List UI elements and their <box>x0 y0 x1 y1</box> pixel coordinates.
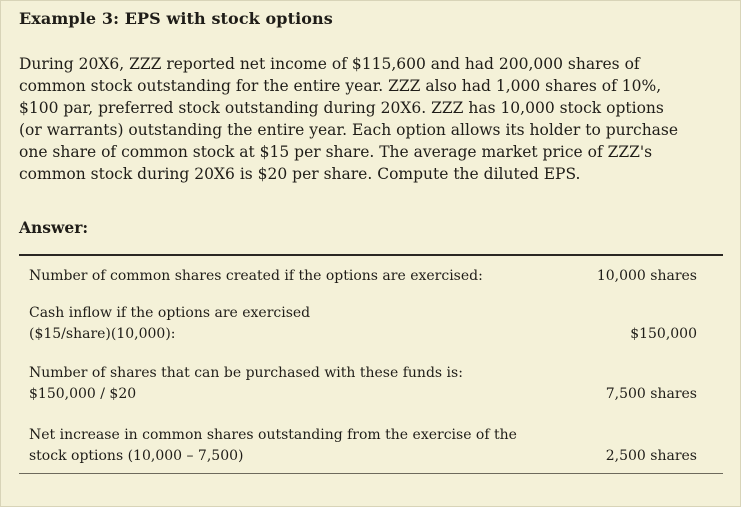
row-description-line: stock options (10,000 – 7,500) <box>29 448 244 464</box>
table-top-rule <box>19 254 723 256</box>
row-description-line: Number of shares that can be purchased w… <box>29 365 463 381</box>
row-value: 2,500 shares <box>605 448 697 464</box>
answer-row-net-increase: Net increase in common shares outstandin… <box>29 425 697 467</box>
answer-row-cash-inflow: Cash inflow if the options are exercised… <box>29 303 697 345</box>
problem-statement: During 20X6, ZZZ reported net income of … <box>19 53 727 185</box>
problem-line: During 20X6, ZZZ reported net income of … <box>19 55 640 73</box>
row-description-line: ($15/share)(10,000): <box>29 326 176 342</box>
problem-line: one share of common stock at $15 per sha… <box>19 143 653 161</box>
example-title: Example 3: EPS with stock options <box>19 9 333 28</box>
row-description-line: Cash inflow if the options are exercised <box>29 305 311 321</box>
row-description: Net increase in common shares outstandin… <box>29 425 697 467</box>
answer-heading: Answer: <box>19 218 89 237</box>
problem-line: common stock during 20X6 is $20 per shar… <box>19 165 581 183</box>
row-description-line: Net increase in common shares outstandin… <box>29 427 517 443</box>
problem-line: $100 par, preferred stock outstanding du… <box>19 99 664 117</box>
problem-line: (or warrants) outstanding the entire yea… <box>19 121 679 139</box>
row-description: Number of shares that can be purchased w… <box>29 363 697 405</box>
answer-row-shares-purchased: Number of shares that can be purchased w… <box>29 363 697 405</box>
row-description-line: Number of common shares created if the o… <box>29 268 483 284</box>
answer-row-shares-created: Number of common shares created if the o… <box>29 266 697 287</box>
row-description: Cash inflow if the options are exercised… <box>29 303 697 345</box>
row-value: 7,500 shares <box>605 386 697 402</box>
row-description-line: $150,000 / $20 <box>29 386 137 402</box>
row-value: $150,000 <box>630 326 697 342</box>
table-bottom-rule <box>19 473 723 474</box>
row-description: Number of common shares created if the o… <box>29 266 697 287</box>
problem-line: common stock outstanding for the entire … <box>19 77 662 95</box>
row-value: 10,000 shares <box>596 268 697 284</box>
